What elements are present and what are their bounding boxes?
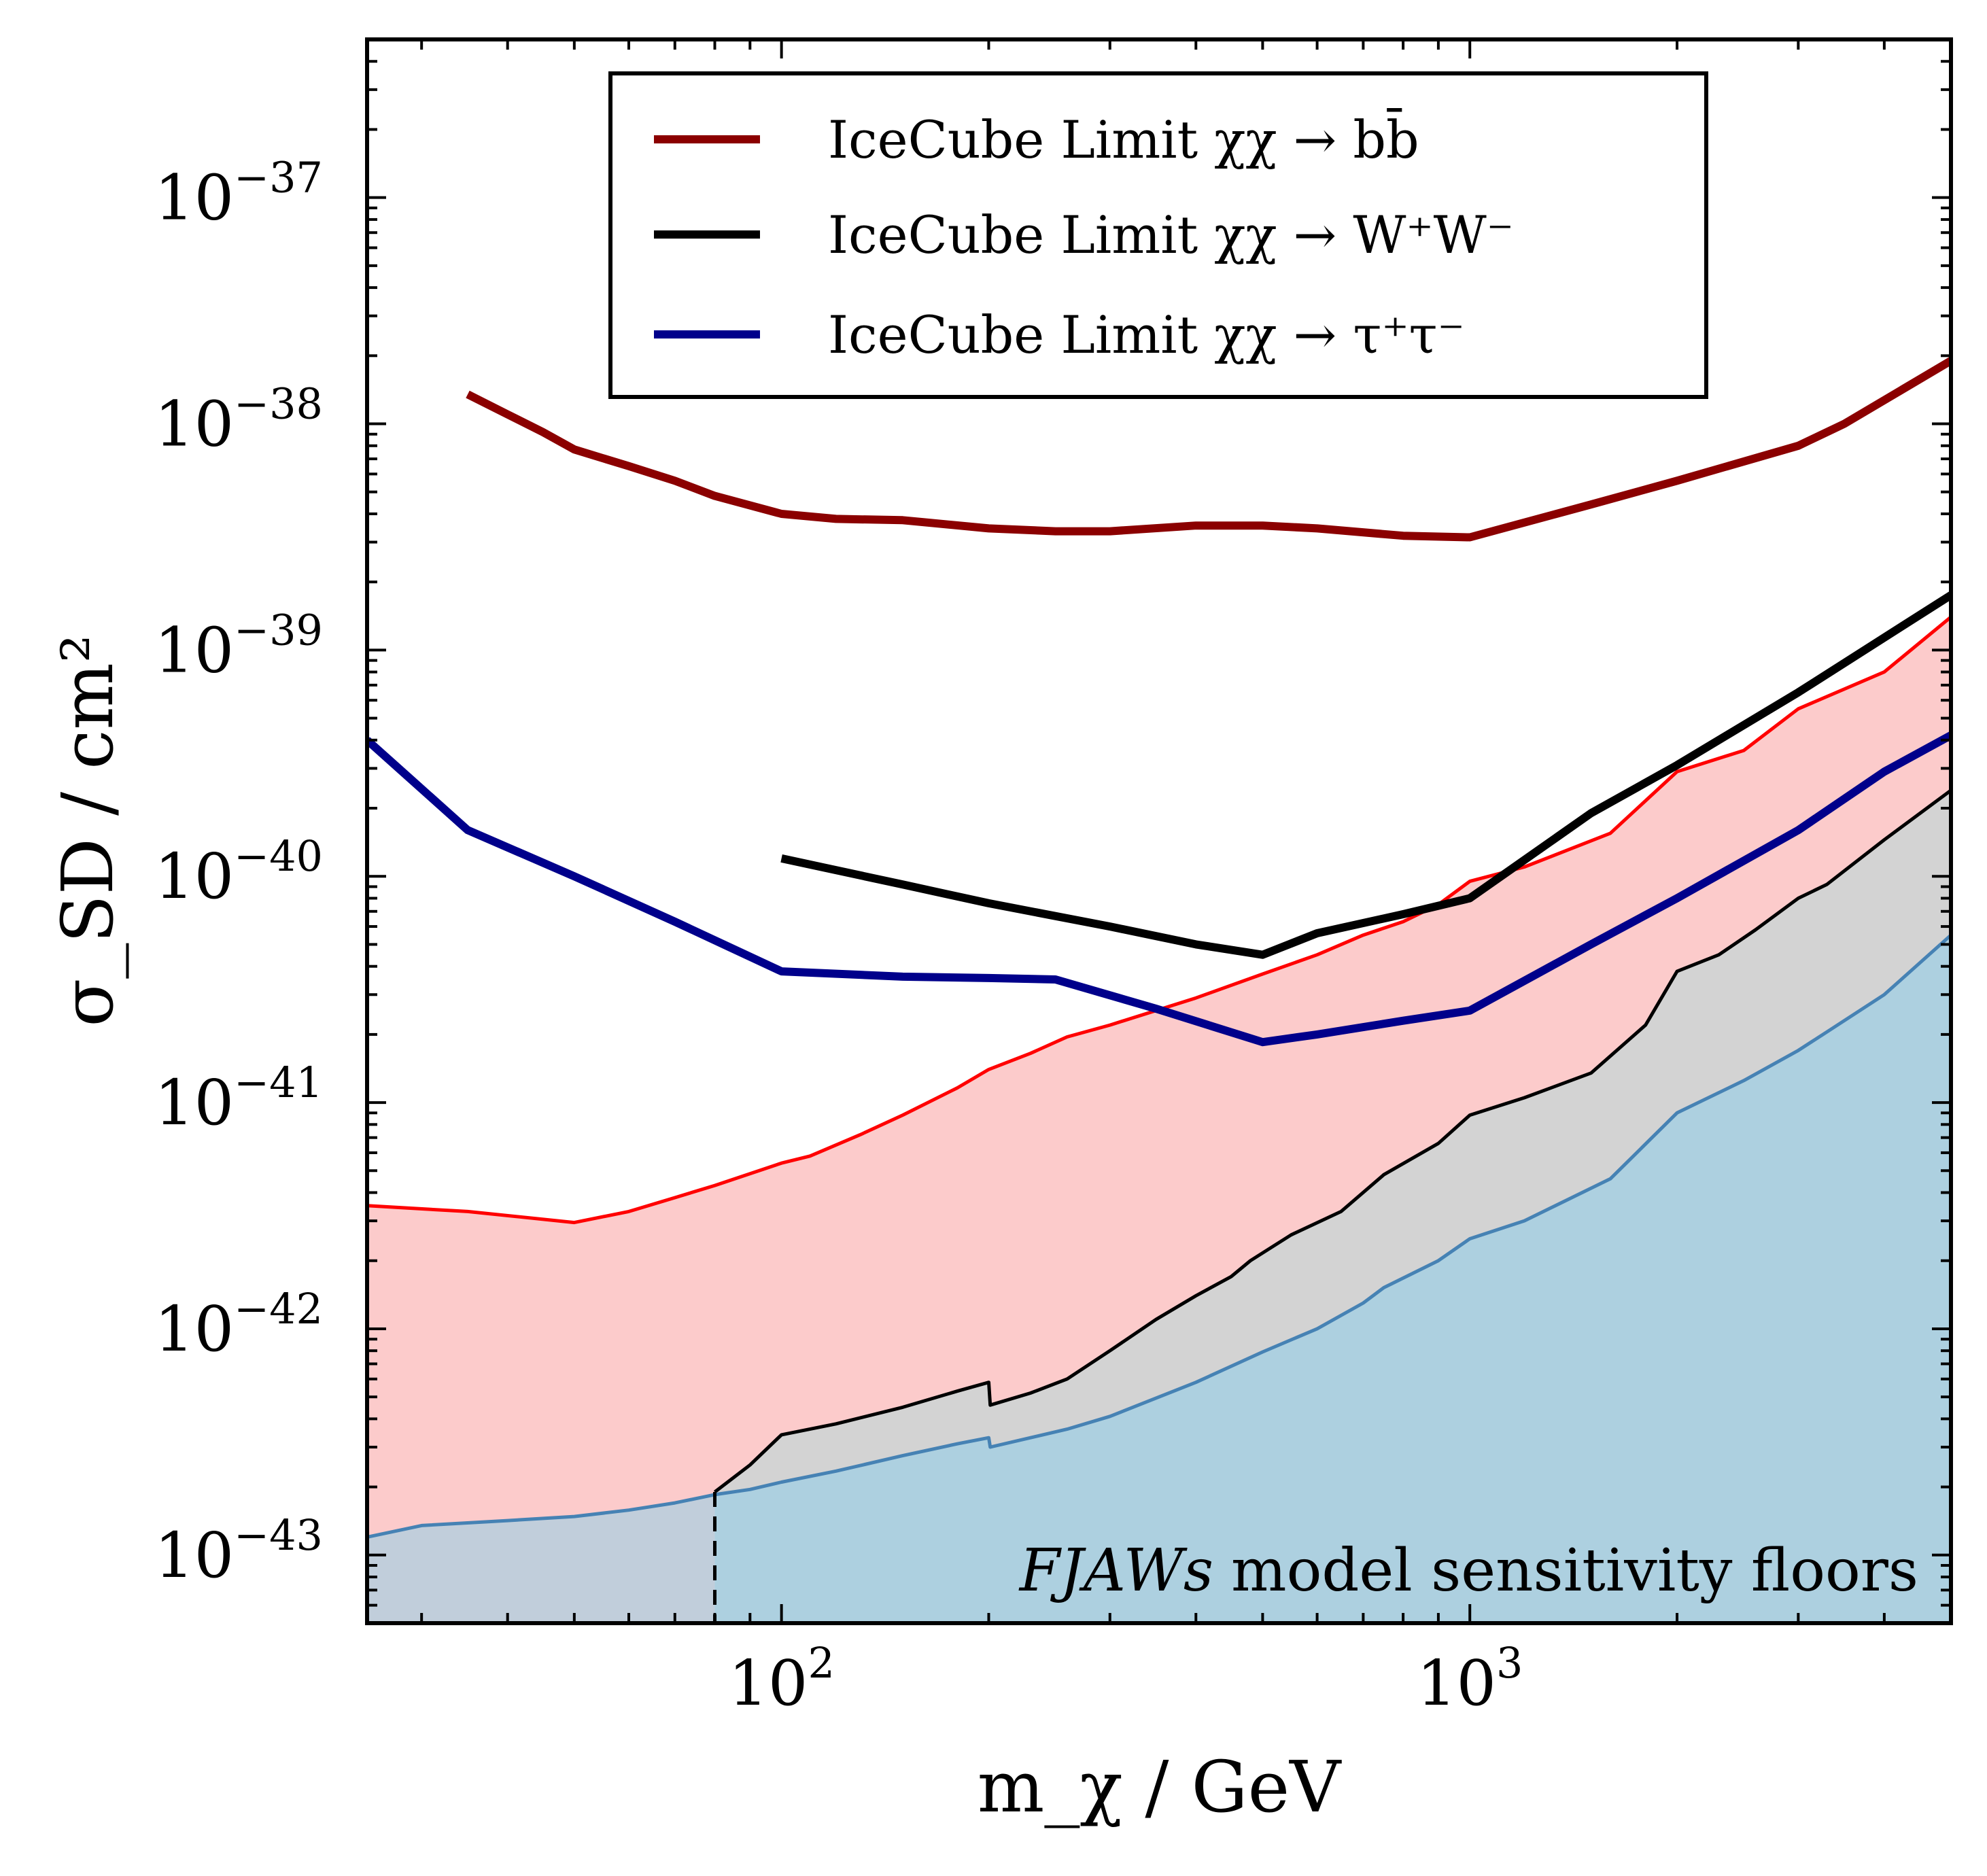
plot-frame xyxy=(365,37,1953,1625)
band-fill-2 xyxy=(367,935,1951,1623)
legend-label-tautau: IceCube Limit χχ → τ⁺τ⁻ xyxy=(828,305,1465,365)
band-edge-1 xyxy=(713,788,1951,1493)
y-tick-label: 10−42 xyxy=(154,1284,323,1366)
low-mass-shaded-region xyxy=(367,1494,715,1623)
band-edge-0 xyxy=(367,615,1951,1225)
y-tick-label: 10−37 xyxy=(154,153,323,234)
tick-labels: 102 103 10−43 10−42 10−41 10−40 10−39 10−38 10−3… xyxy=(154,153,1523,1720)
legend-label-bb: IceCube Limit χχ → bb̄ xyxy=(828,107,1419,170)
series-line-2 xyxy=(367,731,1951,1047)
plot-area xyxy=(367,357,1951,1623)
legend: IceCube Limit χχ → bb̄ IceCube Limit χχ … xyxy=(608,71,1708,399)
legend-label-ww: IceCube Limit χχ → W⁺W⁻ xyxy=(828,205,1514,265)
annotation: FJAWs model sensitivity floors xyxy=(1018,1537,1918,1605)
legend-box xyxy=(608,71,1708,399)
axis-ticks xyxy=(367,38,1952,1625)
series-line-1 xyxy=(780,591,1951,959)
y-tick-label: 10−43 xyxy=(154,1510,323,1592)
y-tick-label: 10−39 xyxy=(154,605,323,687)
x-axis-title: m_χ / GeV xyxy=(978,1745,1342,1828)
y-axis-title: σ_SD / cm² xyxy=(46,634,129,1026)
series-line-0 xyxy=(466,357,1951,542)
x-tick-label: 102 xyxy=(728,1638,835,1720)
y-tick-label: 10−41 xyxy=(154,1058,323,1139)
x-tick-label: 103 xyxy=(1417,1638,1523,1720)
y-tick-label: 10−40 xyxy=(154,831,323,913)
annotation-text: model sensitivity floors xyxy=(1231,1537,1918,1605)
annotation-model-name: FJAWs xyxy=(1018,1537,1213,1605)
y-tick-label: 10−38 xyxy=(154,379,323,461)
band-edge-2 xyxy=(367,933,1951,1539)
